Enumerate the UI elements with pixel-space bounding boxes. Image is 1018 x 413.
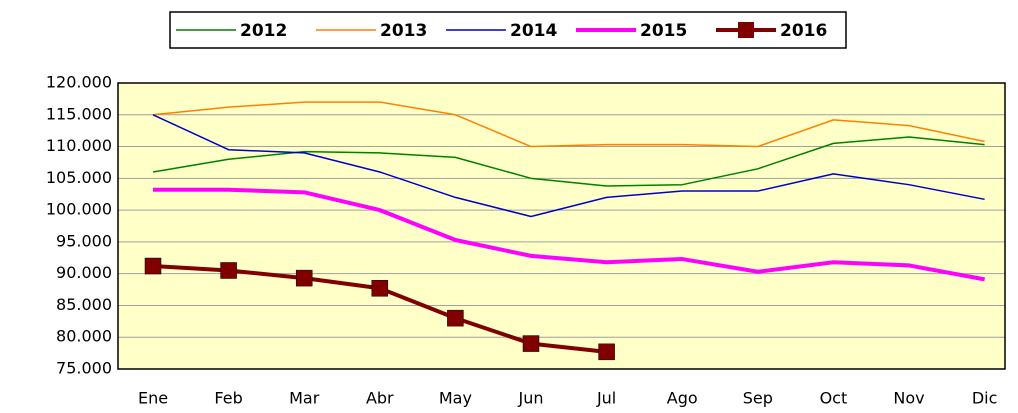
marker bbox=[522, 335, 540, 352]
marker bbox=[598, 343, 615, 361]
marker bbox=[295, 269, 313, 287]
x-tick-label: Ene bbox=[138, 389, 168, 408]
series-line bbox=[152, 114, 985, 218]
legend-label: 2012 bbox=[240, 21, 287, 41]
x-tick-label: Nov bbox=[893, 389, 924, 408]
x-tick-label: Abr bbox=[366, 389, 394, 408]
y-tick-label: 85.000 bbox=[56, 295, 112, 314]
marker bbox=[447, 309, 464, 327]
y-tick-label: 80.000 bbox=[56, 327, 112, 346]
x-tick-label: Sep bbox=[743, 389, 773, 408]
legend-marker bbox=[738, 22, 754, 38]
series-line bbox=[153, 187, 985, 282]
legend: 2012 2013 2014 2015 2016 bbox=[169, 11, 847, 49]
plot-border bbox=[117, 82, 1006, 370]
legend-label: 2016 bbox=[780, 21, 827, 41]
x-tick-label: Feb bbox=[214, 389, 242, 408]
y-tick-label: 115.000 bbox=[46, 104, 112, 123]
y-tick-label: 110.000 bbox=[46, 136, 112, 155]
y-tick-label: 105.000 bbox=[46, 168, 112, 187]
y-tick-label: 95.000 bbox=[56, 231, 112, 250]
x-tick-label: Ago bbox=[667, 389, 698, 408]
series-line bbox=[152, 101, 985, 148]
x-tick-label: May bbox=[439, 389, 472, 408]
x-tick-label: Jul bbox=[596, 389, 616, 408]
marker bbox=[220, 262, 237, 279]
y-tick-label: 120.000 bbox=[46, 73, 112, 92]
legend-label: 2013 bbox=[380, 21, 427, 41]
plot-area bbox=[118, 83, 1005, 369]
legend-label: 2014 bbox=[510, 21, 557, 41]
marker bbox=[371, 280, 389, 297]
x-tick-label: Oct bbox=[820, 389, 848, 408]
y-tick-label: 100.000 bbox=[46, 200, 112, 219]
legend-label: 2015 bbox=[640, 21, 687, 41]
y-tick-label: 75.000 bbox=[56, 359, 112, 378]
x-tick-label: Mar bbox=[289, 389, 320, 408]
x-tick-label: Jun bbox=[518, 389, 544, 408]
y-tick-label: 90.000 bbox=[56, 263, 112, 282]
x-tick-label: Dic bbox=[972, 389, 998, 408]
marker bbox=[144, 257, 162, 275]
